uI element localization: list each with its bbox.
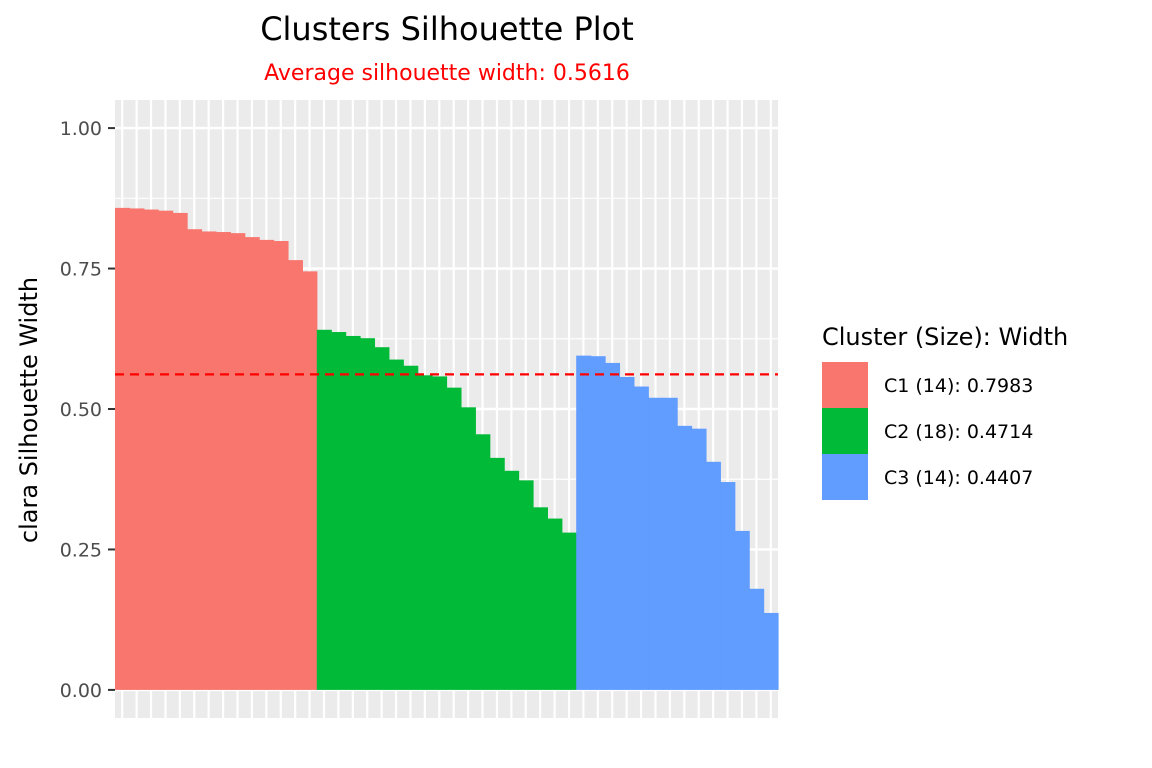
chart-title: Clusters Silhouette Plot <box>260 10 634 48</box>
y-tick-label: 0.00 <box>60 680 102 702</box>
bar-c2 <box>345 335 361 690</box>
legend-label-c2: C2 (18): 0.4714 <box>884 421 1033 443</box>
legend: Cluster (Size): Width C1 (14): 0.7983 C2 … <box>822 323 1068 500</box>
bar-c2 <box>417 375 433 690</box>
legend-title: Cluster (Size): Width <box>822 323 1068 351</box>
bar-c1 <box>143 209 159 690</box>
bar-c1 <box>158 210 174 690</box>
bar-c2 <box>532 507 548 690</box>
legend-label-c1: C1 (14): 0.7983 <box>884 375 1033 397</box>
bar-c3 <box>619 376 635 690</box>
bar-c3 <box>720 482 736 690</box>
bar-c2 <box>360 338 376 690</box>
bar-c2 <box>561 532 577 690</box>
bar-c2 <box>388 359 404 690</box>
bar-c1 <box>259 239 275 690</box>
y-tick-label: 0.50 <box>60 399 102 421</box>
chart-subtitle: Average silhouette width: 0.5616 <box>264 61 630 86</box>
legend-label-c3: C3 (14): 0.4407 <box>884 467 1033 489</box>
bar-c3 <box>705 461 721 690</box>
bar-c3 <box>734 530 750 690</box>
legend-key-c1 <box>822 362 868 408</box>
y-tick-label: 1.00 <box>60 118 102 140</box>
bar-c3 <box>590 356 606 690</box>
y-tick-label: 0.25 <box>60 539 102 561</box>
bar-c1 <box>215 232 231 690</box>
bar-c1 <box>273 241 289 690</box>
bar-c1 <box>115 207 131 690</box>
bar-c1 <box>302 271 318 690</box>
bar-c1 <box>172 212 188 690</box>
bar-c3 <box>605 362 621 690</box>
bar-c2 <box>316 329 332 690</box>
bar-c3 <box>662 397 678 690</box>
bar-c3 <box>749 588 765 690</box>
bar-c2 <box>547 518 563 690</box>
bar-c3 <box>677 425 693 690</box>
bar-c2 <box>504 470 520 690</box>
legend-key-c3 <box>822 454 868 500</box>
bar-c3 <box>763 612 779 690</box>
bar-c2 <box>518 480 534 690</box>
legend-key-c2 <box>822 408 868 454</box>
y-axis-label: clara Silhouette Width <box>15 277 43 543</box>
y-tick-label: 0.75 <box>60 259 102 281</box>
bar-c3 <box>648 397 664 690</box>
bar-c2 <box>331 332 347 690</box>
bar-c1 <box>129 208 145 690</box>
bar-c1 <box>287 260 303 690</box>
bar-c3 <box>633 386 649 690</box>
bar-c1 <box>230 233 246 690</box>
y-axis: 0.00 0.25 0.50 0.75 1.00 <box>60 118 115 702</box>
bar-c2 <box>489 457 505 690</box>
bar-c1 <box>244 237 260 690</box>
bar-c2 <box>460 407 476 690</box>
bar-c1 <box>201 231 217 690</box>
bar-c2 <box>432 376 448 690</box>
bar-c2 <box>403 365 419 690</box>
bars-layer <box>115 207 779 690</box>
bar-c2 <box>475 434 491 690</box>
bar-c2 <box>446 387 462 690</box>
bar-c3 <box>576 355 592 690</box>
bar-c1 <box>187 229 203 690</box>
bar-c3 <box>691 428 707 690</box>
legend-items: C1 (14): 0.7983 C2 (18): 0.4714 C3 (14): 0… <box>822 362 1033 500</box>
bar-c2 <box>374 347 390 690</box>
